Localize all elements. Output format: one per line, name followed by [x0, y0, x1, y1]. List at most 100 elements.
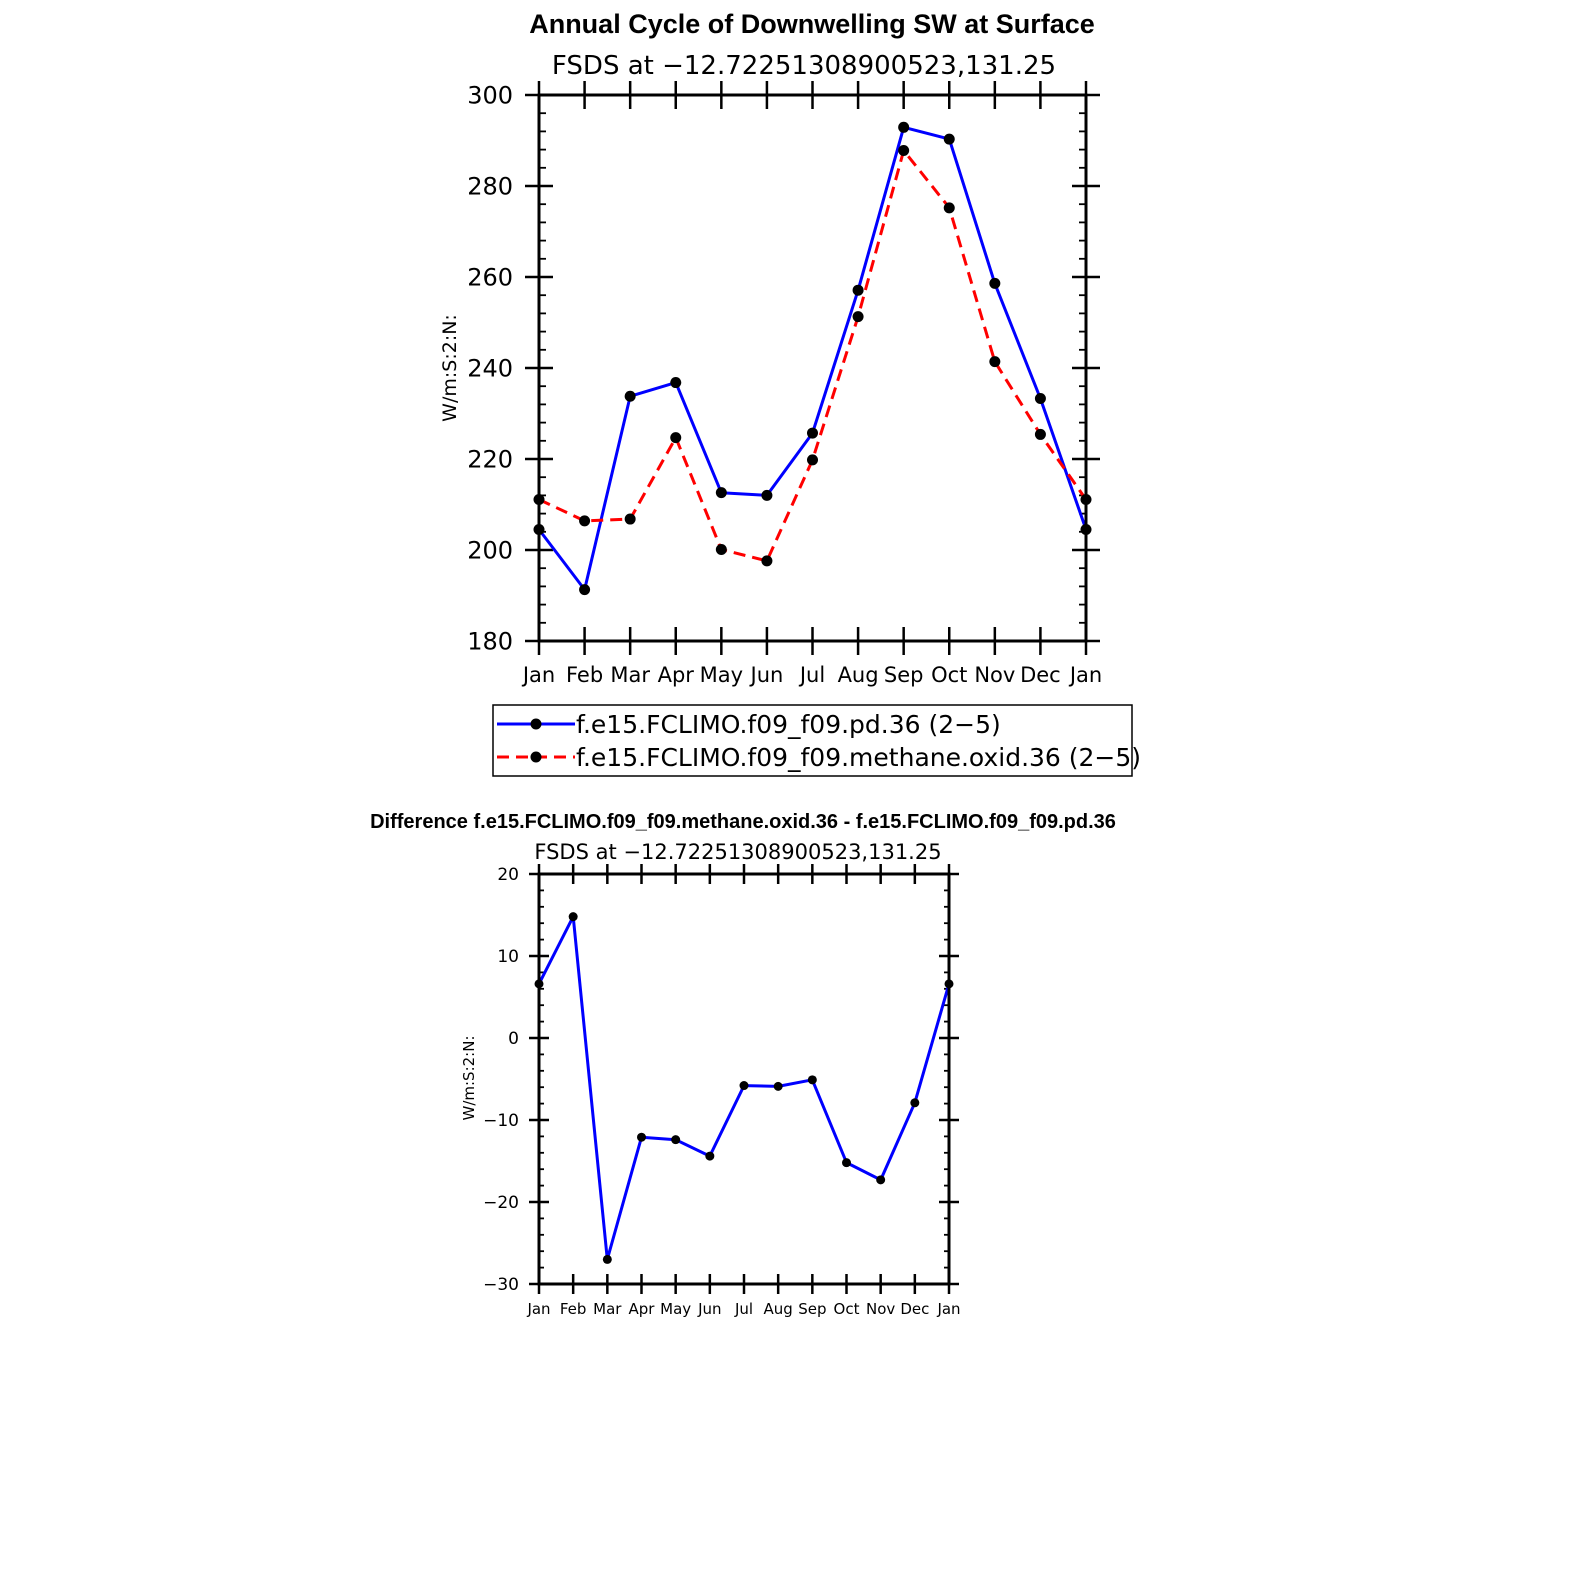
x-tick-label: Nov — [866, 1300, 895, 1318]
x-tick-label: Jun — [697, 1300, 721, 1318]
y-tick-labels: −30 −20 −10 0 10 20 — [483, 865, 519, 1295]
data-point-s0-1 — [568, 912, 578, 922]
chart-title: Annual Cycle of Downwelling SW at Surfac… — [529, 9, 1095, 39]
series-line-1 — [538, 149, 1088, 563]
y-tick-label: 260 — [467, 264, 513, 292]
x-tick-label: Oct — [834, 1300, 860, 1318]
data-point-s0-10 — [989, 277, 1001, 289]
y-tick-label: 200 — [467, 537, 513, 565]
x-tick-label: Sep — [798, 1300, 826, 1318]
x-tick-label: Jan — [521, 663, 555, 687]
legend-label-methane: f.e15.FCLIMO.f09_f09.methane.oxid.36 (2−… — [576, 743, 1141, 772]
y-tick-label: 0 — [508, 1029, 519, 1049]
data-point-s0-11 — [910, 1098, 920, 1108]
x-tick-labels: Jan Feb Mar Apr May Jun Jul Aug Sep Oct Nov Dec Jan — [521, 663, 1102, 687]
plot-frame — [537, 93, 1088, 643]
legend-marker-methane — [530, 751, 542, 763]
difference-chart: Difference f.e15.FCLIMO.f09_f09.methane.… — [370, 811, 1116, 1318]
data-point-s0-8 — [898, 121, 910, 133]
data-point-s0-5 — [761, 489, 773, 501]
x-tick-labels: Jan Feb Mar Apr May Jun Jul Aug Sep Oct Nov Dec Jan — [526, 1300, 960, 1318]
x-tick-label: Mar — [610, 663, 650, 687]
data-point-s1-6 — [807, 454, 818, 466]
x-tick-label: Feb — [566, 663, 603, 687]
legend-marker-pd — [530, 718, 542, 730]
x-tick-label: May — [660, 1300, 691, 1318]
y-tick-label: 280 — [467, 173, 513, 201]
legend-item-methane: f.e15.FCLIMO.f09_f09.methane.oxid.36 (2−… — [497, 743, 1141, 772]
annual-cycle-chart: Annual Cycle of Downwelling SW at Surfac… — [439, 9, 1141, 777]
y-tick-label: 10 — [497, 947, 519, 967]
x-tick-label: Jul — [798, 663, 825, 687]
x-tick-label: Aug — [838, 663, 879, 687]
x-tick-label: Aug — [764, 1300, 793, 1318]
x-tick-label: Sep — [884, 663, 924, 687]
y-axis-label: W/m:S:2:N: — [460, 1036, 478, 1121]
y-tick-label: 300 — [467, 82, 513, 110]
x-tick-label: Dec — [1020, 663, 1061, 687]
y-tick-label: −10 — [483, 1111, 519, 1131]
data-point-s0-6 — [739, 1081, 749, 1091]
data-point-s1-1 — [579, 515, 591, 527]
chart-title: Difference f.e15.FCLIMO.f09_f09.methane.… — [370, 811, 1116, 833]
data-point-s0-3 — [670, 377, 682, 389]
y-tick-label: 240 — [467, 355, 513, 383]
x-tick-label: Jan — [936, 1300, 960, 1318]
chart-subtitle: FSDS at −12.72251308900523,131.25 — [534, 840, 941, 864]
x-tick-label: Dec — [900, 1300, 929, 1318]
data-point-s1-4 — [715, 544, 727, 556]
series-group — [533, 121, 1092, 596]
x-tick-label: Mar — [593, 1300, 622, 1318]
tick-marks — [529, 864, 959, 1294]
y-tick-labels: 180 200 220 240 260 280 300 — [467, 82, 513, 656]
y-tick-label: −20 — [483, 1193, 519, 1213]
data-point-s0-10 — [876, 1175, 886, 1185]
x-tick-label: May — [700, 663, 743, 687]
series-group — [534, 912, 954, 1264]
y-tick-label: 180 — [467, 628, 513, 656]
data-point-s1-3 — [670, 432, 682, 444]
data-point-s0-7 — [773, 1081, 783, 1091]
legend-box — [492, 704, 1133, 777]
data-point-s0-8 — [807, 1075, 817, 1085]
legend: f.e15.FCLIMO.f09_f09.pd.36 (2−5) f.e15.F… — [492, 704, 1141, 777]
data-point-s0-9 — [842, 1158, 851, 1168]
data-point-s0-5 — [705, 1151, 715, 1161]
x-tick-label: Jul — [734, 1300, 753, 1318]
data-point-s1-9 — [943, 202, 955, 214]
y-tick-label: 220 — [467, 446, 513, 474]
x-tick-label: Jan — [526, 1300, 550, 1318]
data-point-s1-2 — [624, 513, 636, 525]
data-point-s0-4 — [671, 1135, 681, 1145]
chart-subtitle: FSDS at −12.72251308900523,131.25 — [552, 51, 1056, 81]
x-tick-label: Oct — [931, 663, 967, 687]
y-axis-label: W/m:S:2:N: — [439, 314, 461, 422]
data-point-s1-11 — [1034, 428, 1046, 440]
data-point-s0-3 — [637, 1132, 646, 1142]
y-tick-label: −30 — [483, 1275, 519, 1295]
data-point-s0-1 — [579, 584, 591, 596]
data-point-s0-4 — [715, 487, 727, 499]
data-point-s0-2 — [624, 390, 636, 402]
data-point-s0-9 — [943, 133, 955, 145]
x-tick-label: Jan — [1068, 663, 1102, 687]
plot-frame — [537, 872, 951, 1286]
data-point-s1-7 — [852, 311, 864, 323]
data-point-s0-11 — [1034, 392, 1046, 404]
x-tick-label: Nov — [974, 663, 1015, 687]
data-point-s0-6 — [807, 427, 818, 439]
tick-marks — [525, 81, 1100, 655]
legend-item-pd: f.e15.FCLIMO.f09_f09.pd.36 (2−5) — [497, 710, 1001, 739]
legend-label-pd: f.e15.FCLIMO.f09_f09.pd.36 (2−5) — [576, 710, 1001, 739]
x-tick-label: Apr — [658, 663, 695, 687]
data-point-s0-7 — [852, 284, 864, 296]
data-point-s1-5 — [761, 555, 773, 567]
y-tick-label: 20 — [497, 865, 519, 885]
data-point-s1-8 — [898, 145, 910, 157]
x-tick-label: Apr — [629, 1300, 656, 1318]
x-tick-label: Feb — [560, 1300, 587, 1318]
x-tick-label: Jun — [749, 663, 784, 687]
data-point-s1-10 — [989, 356, 1001, 368]
data-point-s0-2 — [602, 1254, 612, 1264]
